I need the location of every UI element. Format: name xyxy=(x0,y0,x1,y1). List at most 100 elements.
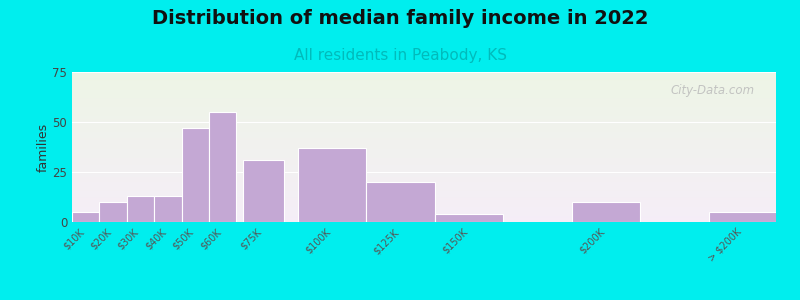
Bar xyxy=(126,196,154,222)
Bar xyxy=(72,190,776,192)
Bar xyxy=(72,110,776,111)
Bar xyxy=(72,192,776,194)
Bar xyxy=(709,212,778,222)
Bar xyxy=(72,81,776,82)
Bar xyxy=(99,202,126,222)
Bar xyxy=(72,142,776,144)
Text: Distribution of median family income in 2022: Distribution of median family income in … xyxy=(152,9,648,28)
Bar xyxy=(72,123,776,124)
Bar xyxy=(72,76,776,78)
Bar xyxy=(154,196,182,222)
Bar xyxy=(72,100,776,102)
Bar xyxy=(72,172,776,174)
Bar xyxy=(72,108,776,110)
Bar xyxy=(72,136,776,138)
Bar xyxy=(72,158,776,159)
Bar xyxy=(72,176,776,177)
Bar xyxy=(72,219,776,220)
Bar xyxy=(72,208,776,210)
Bar xyxy=(72,88,776,90)
Bar xyxy=(72,182,776,183)
Bar xyxy=(72,198,776,200)
Bar xyxy=(72,92,776,93)
Bar xyxy=(72,102,776,104)
Bar xyxy=(366,182,435,222)
Bar xyxy=(72,174,776,176)
Bar xyxy=(72,183,776,184)
Bar xyxy=(72,98,776,99)
Bar xyxy=(72,116,776,117)
Bar xyxy=(72,201,776,202)
Bar xyxy=(72,210,776,212)
Bar xyxy=(72,82,776,84)
Bar xyxy=(72,195,776,196)
Bar xyxy=(572,202,641,222)
Bar xyxy=(72,180,776,182)
Bar xyxy=(72,85,776,87)
Bar xyxy=(72,186,776,188)
Bar xyxy=(72,202,776,204)
Bar xyxy=(72,72,776,74)
Bar xyxy=(72,138,776,140)
Bar xyxy=(72,212,776,213)
Bar xyxy=(72,207,776,208)
Bar xyxy=(72,132,776,134)
Bar xyxy=(72,80,776,81)
Bar xyxy=(182,128,209,222)
Bar xyxy=(72,124,776,126)
Text: All residents in Peabody, KS: All residents in Peabody, KS xyxy=(294,48,506,63)
Bar xyxy=(72,212,99,222)
Bar xyxy=(72,164,776,165)
Bar xyxy=(72,204,776,206)
Bar xyxy=(72,94,776,96)
Bar xyxy=(72,171,776,172)
Bar xyxy=(72,154,776,156)
Bar xyxy=(72,129,776,130)
Bar xyxy=(72,194,776,195)
Bar xyxy=(72,218,776,219)
Bar xyxy=(72,168,776,170)
Bar xyxy=(72,96,776,98)
Bar xyxy=(72,120,776,122)
Bar xyxy=(72,189,776,190)
Bar xyxy=(72,122,776,123)
Bar xyxy=(72,178,776,180)
Bar xyxy=(72,117,776,118)
Bar xyxy=(72,214,776,216)
Bar xyxy=(72,160,776,162)
Bar xyxy=(209,112,236,222)
Bar xyxy=(72,147,776,148)
Bar xyxy=(72,150,776,152)
Bar xyxy=(72,135,776,136)
Bar xyxy=(72,165,776,166)
Bar xyxy=(72,106,776,108)
Bar xyxy=(72,99,776,100)
Bar xyxy=(72,75,776,76)
Bar xyxy=(72,103,776,105)
Bar xyxy=(72,153,776,154)
Bar xyxy=(72,140,776,141)
Bar xyxy=(72,134,776,135)
Bar xyxy=(243,160,284,222)
Bar xyxy=(72,188,776,189)
Bar xyxy=(72,206,776,207)
Bar xyxy=(72,220,776,222)
Text: City-Data.com: City-Data.com xyxy=(670,84,755,97)
Bar xyxy=(72,146,776,147)
Bar xyxy=(72,130,776,132)
Bar xyxy=(72,126,776,128)
Bar xyxy=(72,184,776,186)
Bar xyxy=(72,213,776,214)
Bar xyxy=(72,177,776,178)
Y-axis label: families: families xyxy=(37,122,50,172)
Bar xyxy=(72,196,776,198)
Bar xyxy=(72,169,776,171)
Bar xyxy=(72,162,776,164)
Bar xyxy=(298,148,366,222)
Bar xyxy=(72,216,776,218)
Bar xyxy=(72,84,776,86)
Bar xyxy=(72,152,776,153)
Bar xyxy=(72,74,776,75)
Bar xyxy=(72,112,776,114)
Bar xyxy=(72,144,776,146)
